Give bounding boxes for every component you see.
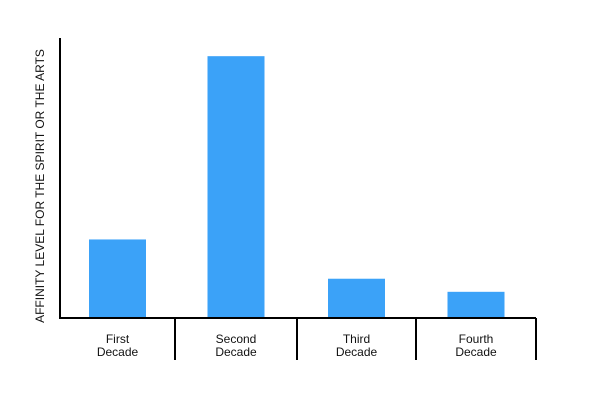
x-tick-label-1: Second Decade [215, 332, 257, 359]
x-tick-label-0: First Decade [97, 332, 139, 359]
x-tick-label-3: Fourth Decade [455, 332, 497, 359]
y-axis-label: AFFINITY LEVEL FOR THE SPIRIT OR THE ART… [33, 49, 47, 323]
bars-group [89, 56, 505, 318]
x-tick-labels: First Decade Second Decade Third Decade Fourth… [97, 332, 497, 359]
category-dividers [174, 318, 537, 360]
bar-3 [447, 291, 505, 318]
bar-1 [207, 56, 265, 318]
bar-2 [328, 278, 385, 318]
bar-0 [89, 239, 146, 318]
x-tick-label-2: Third Decade [336, 332, 378, 359]
